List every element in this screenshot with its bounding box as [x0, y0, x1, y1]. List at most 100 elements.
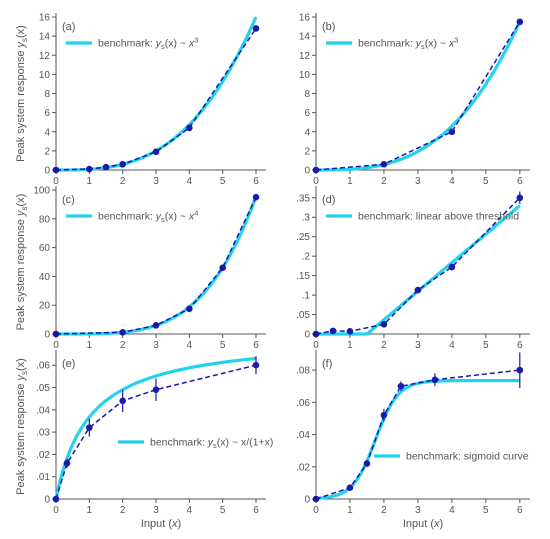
panel-d: 0 .05 .1 .15 .2 .25 .3 .35 0 1 2 3 4 5 6 (d) benchmark: …	[296, 186, 530, 351]
data-line	[55, 196, 257, 335]
x-tick-label: 6	[253, 340, 259, 351]
y-tick-label: 2	[44, 146, 50, 157]
x-tick-label: 3	[153, 176, 159, 187]
x-tick-label: 2	[120, 505, 126, 516]
x-tick-label: 2	[381, 505, 387, 516]
x-tick-label: 5	[220, 340, 226, 351]
data-point	[152, 386, 160, 393]
x-tick-label: 2	[120, 340, 126, 351]
y-tick-label: 0	[304, 166, 310, 177]
y-tick-label: .01	[36, 472, 50, 483]
data-point	[52, 495, 60, 503]
data-point	[312, 166, 320, 174]
x-axis-label: Input (x)	[403, 518, 443, 530]
x-tick-label: 3	[415, 176, 421, 187]
y-tick-label: 0	[304, 495, 310, 506]
y-tick-label: .03	[36, 428, 50, 439]
data-point	[119, 328, 126, 336]
x-tick-label: 3	[415, 340, 421, 351]
benchmark-curve	[315, 21, 522, 172]
x-tick-label: 5	[220, 176, 226, 187]
data-point	[363, 460, 371, 467]
data-point	[52, 330, 60, 338]
x-tick-label: 0	[53, 505, 59, 516]
data-point	[102, 163, 110, 171]
x-tick-label: 4	[449, 176, 455, 187]
y-tick-label: 16	[39, 13, 51, 24]
y-tick-label: 60	[39, 243, 51, 254]
y-tick-label: 6	[44, 108, 50, 119]
x-tick-label: 4	[187, 340, 193, 351]
legend-label: benchmark: sigmoid curve	[406, 451, 529, 463]
data-point	[346, 484, 354, 492]
panel-c: 0 20 40 60 80 100 0 1 2 3 4 5 6 (c) benchmark: ys(x) ~…	[15, 186, 266, 351]
x-tick-label: 6	[253, 176, 259, 187]
data-point	[186, 124, 193, 132]
benchmark-curve	[315, 204, 521, 336]
y-tick-label: 0	[304, 330, 310, 341]
data-line	[55, 364, 257, 500]
x-tick-label: 4	[187, 505, 193, 516]
y-tick-label: 4	[44, 127, 50, 138]
data-point	[329, 327, 337, 335]
y-tick-label: .3	[302, 213, 311, 224]
x-tick-label: 4	[187, 176, 193, 187]
legend-label: benchmark: ys(x) ~ x/(1+x)	[150, 437, 273, 451]
panel-label: (f)	[322, 358, 332, 370]
x-tick-label: 4	[449, 505, 455, 516]
y-tick-label: 14	[39, 32, 51, 43]
x-tick-label: 1	[87, 176, 93, 187]
y-tick-label: .06	[36, 361, 50, 372]
y-tick-label: .08	[296, 366, 310, 377]
data-point	[219, 264, 226, 272]
data-point	[86, 424, 93, 431]
y-tick-label: .04	[296, 430, 310, 441]
data-line	[315, 21, 521, 171]
x-tick-label: 3	[153, 505, 159, 516]
y-axis-label: Peak system response ys(x)	[15, 358, 29, 495]
y-tick-label: .06	[296, 398, 310, 409]
benchmark-curve	[54, 356, 257, 500]
data-point	[380, 320, 388, 328]
data-point	[152, 148, 160, 156]
data-point	[448, 263, 456, 271]
y-tick-label: .04	[36, 405, 50, 416]
x-tick-label: 0	[53, 340, 59, 351]
panel-label: (a)	[62, 21, 75, 33]
data-point	[414, 286, 422, 294]
y-tick-label: 8	[44, 89, 50, 100]
panel-label: (b)	[322, 21, 335, 33]
data-point	[516, 18, 524, 26]
y-tick-label: 100	[33, 186, 50, 197]
legend-label: benchmark: ys(x) ~ x3	[358, 36, 458, 52]
y-tick-label: .25	[296, 232, 310, 243]
x-tick-label: 0	[313, 176, 319, 187]
y-tick-label: .02	[296, 462, 310, 473]
x-axis-label: Input (x)	[141, 518, 181, 530]
data-point	[448, 128, 456, 136]
x-tick-label: 5	[483, 176, 489, 187]
data-point	[431, 376, 439, 384]
y-tick-label: .02	[36, 450, 50, 461]
panel-label: (c)	[62, 194, 75, 206]
x-tick-label: 3	[415, 505, 421, 516]
y-tick-label: .05	[296, 310, 310, 321]
data-point	[86, 165, 93, 173]
x-tick-label: 2	[381, 176, 387, 187]
y-axis-label: Peak system response ys(x)	[15, 25, 29, 162]
benchmark-curve	[315, 378, 521, 500]
legend-label: benchmark: ys(x) ~ x3	[98, 36, 198, 52]
y-tick-label: 0	[44, 495, 50, 506]
panel-label: (e)	[62, 358, 75, 370]
y-tick-label: .1	[302, 291, 311, 302]
y-tick-label: 12	[39, 51, 51, 62]
panel-e: 0 .01 .02 .03 .04 .05 .06 0 1 2 3 4 5 6 (e) benchmark: …	[15, 350, 273, 530]
data-point	[119, 160, 126, 168]
y-tick-label: 0	[44, 166, 50, 177]
panel-label: (d)	[322, 194, 335, 206]
y-tick-label: 12	[299, 51, 311, 62]
y-tick-label: 80	[39, 214, 51, 225]
y-tick-label: 6	[304, 108, 310, 119]
